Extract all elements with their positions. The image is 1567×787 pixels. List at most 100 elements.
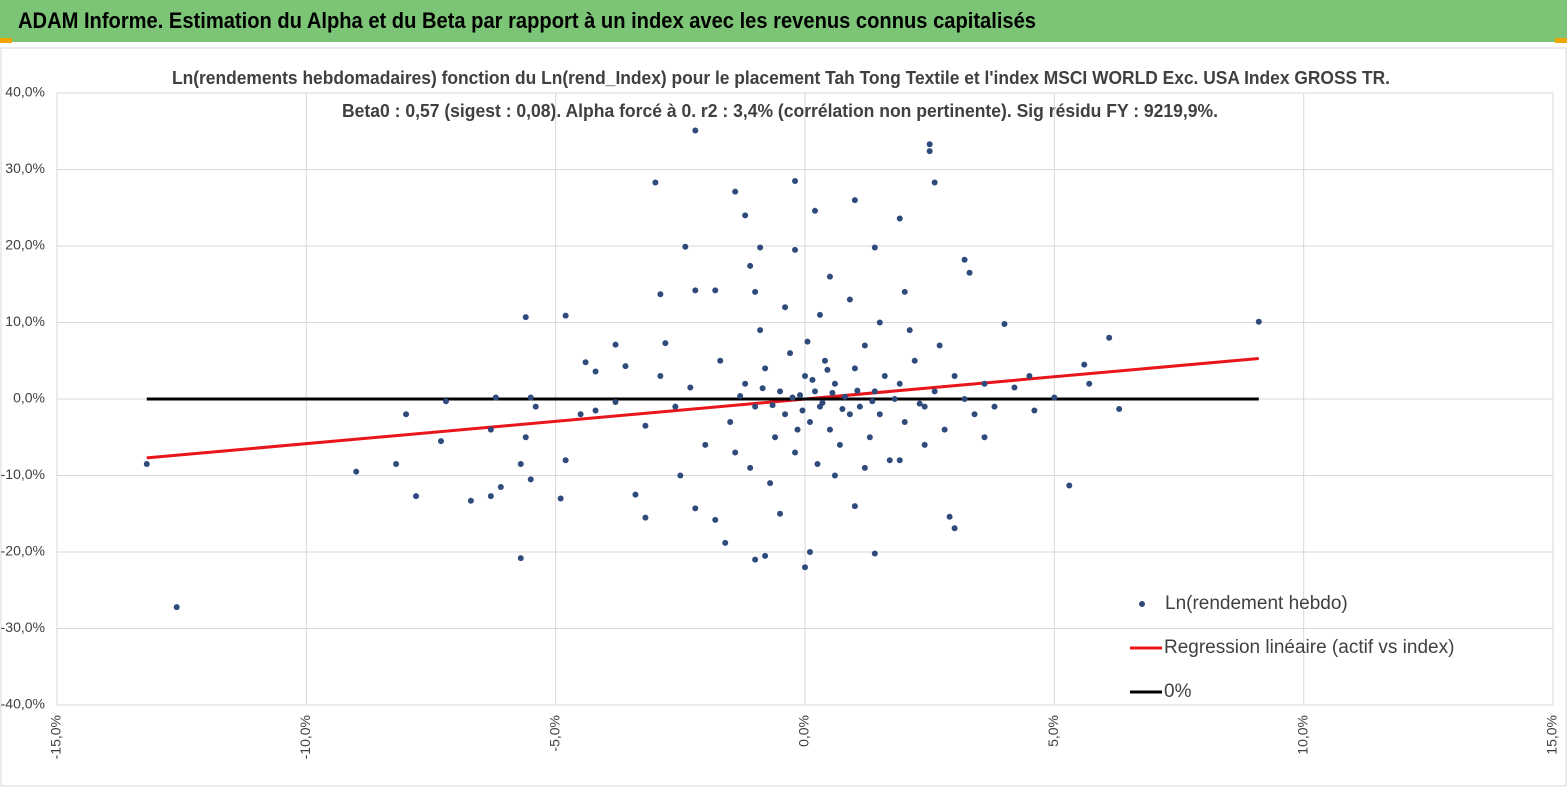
x-tick-label: 10,0% bbox=[1294, 715, 1310, 755]
scatter-point bbox=[797, 392, 804, 399]
scatter-point bbox=[839, 405, 846, 412]
scatter-point bbox=[861, 464, 868, 471]
scatter-point bbox=[824, 366, 831, 373]
scatter-point bbox=[747, 464, 754, 471]
scatter-point bbox=[789, 394, 796, 401]
scatter-point bbox=[527, 476, 534, 483]
y-tick-label: -10,0% bbox=[1, 466, 45, 482]
legend-swatch bbox=[1139, 601, 1145, 607]
legend-label: Regression linéaire (actif vs index) bbox=[1164, 637, 1454, 658]
scatter-point bbox=[353, 468, 360, 475]
scatter-point bbox=[752, 288, 759, 295]
scatter-point bbox=[826, 273, 833, 280]
scatter-point bbox=[831, 380, 838, 387]
scatter-point bbox=[802, 564, 808, 571]
scatter-point bbox=[931, 388, 938, 395]
scatter-point bbox=[487, 493, 494, 500]
scatter-point bbox=[562, 312, 569, 319]
x-tick-label: -15,0% bbox=[48, 715, 64, 759]
scatter-point bbox=[577, 411, 584, 418]
scatter-point bbox=[777, 388, 784, 395]
scatter-point bbox=[742, 212, 749, 219]
scatter-point bbox=[961, 396, 968, 402]
scatter-point bbox=[896, 380, 903, 387]
scatter-point bbox=[762, 365, 769, 372]
scatter-point bbox=[642, 514, 649, 521]
scatter-point bbox=[856, 403, 863, 410]
scatter-point bbox=[403, 411, 410, 418]
scatter-point bbox=[896, 457, 903, 464]
scatter-point bbox=[916, 400, 923, 407]
scatter-point bbox=[931, 179, 938, 186]
scatter-point bbox=[762, 552, 769, 559]
scatter-point bbox=[393, 461, 400, 468]
scatter-point bbox=[951, 373, 958, 380]
scatter-point bbox=[806, 549, 813, 555]
scatter-point bbox=[492, 394, 499, 401]
x-tick-label: 5,0% bbox=[1045, 715, 1061, 747]
scatter-point bbox=[906, 327, 913, 334]
scatter-point bbox=[442, 398, 449, 405]
scatter-point bbox=[632, 491, 639, 498]
scatter-point bbox=[522, 434, 529, 441]
scatter-point bbox=[413, 493, 420, 500]
scatter-point bbox=[846, 411, 853, 418]
scatter-point bbox=[527, 394, 534, 401]
scatter-point bbox=[816, 311, 823, 318]
scatter-point bbox=[1026, 373, 1033, 380]
scatter-point bbox=[981, 380, 988, 387]
scatter-point bbox=[787, 350, 794, 357]
scatter-point bbox=[802, 373, 808, 380]
scatter-point bbox=[866, 434, 873, 441]
scatter-point bbox=[794, 426, 801, 433]
chart-subtitle: Beta0 : 0,57 (sigest : 0,08). Alpha forc… bbox=[342, 101, 1218, 121]
y-tick-label: 40,0% bbox=[5, 84, 45, 100]
y-tick-label: 20,0% bbox=[5, 237, 45, 253]
scatter-point bbox=[767, 480, 774, 487]
series-line bbox=[146, 356, 1259, 460]
scatter-point bbox=[777, 510, 784, 517]
scatter-point bbox=[517, 461, 524, 468]
scatter-point bbox=[811, 207, 818, 214]
scatter-point bbox=[657, 291, 664, 298]
scatter-point bbox=[682, 243, 689, 250]
scatter-point bbox=[936, 342, 943, 349]
scatter-point bbox=[836, 441, 843, 448]
scatter-point bbox=[532, 403, 539, 410]
scatter-point bbox=[782, 304, 789, 311]
scatter-point bbox=[732, 449, 739, 456]
scatter-point bbox=[467, 497, 474, 504]
y-tick-label: -30,0% bbox=[1, 619, 45, 635]
y-tick-label: 0,0% bbox=[13, 390, 45, 406]
scatter-point bbox=[1051, 394, 1058, 401]
scatter-point bbox=[946, 513, 953, 520]
scatter-point bbox=[612, 341, 619, 348]
header-bar bbox=[0, 0, 1567, 42]
scatter-point bbox=[861, 342, 868, 349]
scatter-point bbox=[792, 449, 799, 456]
scatter-point bbox=[747, 262, 754, 269]
scatter-point bbox=[692, 287, 699, 294]
scatter-point bbox=[951, 525, 958, 532]
scatter-point bbox=[497, 483, 504, 490]
scatter-point bbox=[712, 516, 719, 523]
scatter-point bbox=[1116, 405, 1123, 412]
scatter-point bbox=[737, 392, 744, 399]
scatter-point bbox=[642, 422, 649, 429]
scatter-point bbox=[712, 287, 719, 294]
scatter-point bbox=[522, 314, 529, 321]
scatter-point bbox=[981, 434, 988, 441]
scatter-point bbox=[727, 418, 734, 425]
corner-mark bbox=[1555, 38, 1567, 43]
header-title: ADAM Informe. Estimation du Alpha et du … bbox=[18, 8, 1036, 33]
scatter-point bbox=[876, 411, 883, 418]
scatter-point bbox=[742, 380, 749, 387]
scatter-point bbox=[854, 387, 861, 394]
scatter-point bbox=[1001, 321, 1008, 328]
scatter-point bbox=[886, 457, 893, 464]
scatter-point bbox=[1066, 482, 1073, 489]
scatter-point bbox=[782, 411, 789, 418]
scatter-point bbox=[871, 388, 878, 395]
scatter-point bbox=[612, 399, 619, 406]
scatter-point bbox=[662, 340, 669, 347]
